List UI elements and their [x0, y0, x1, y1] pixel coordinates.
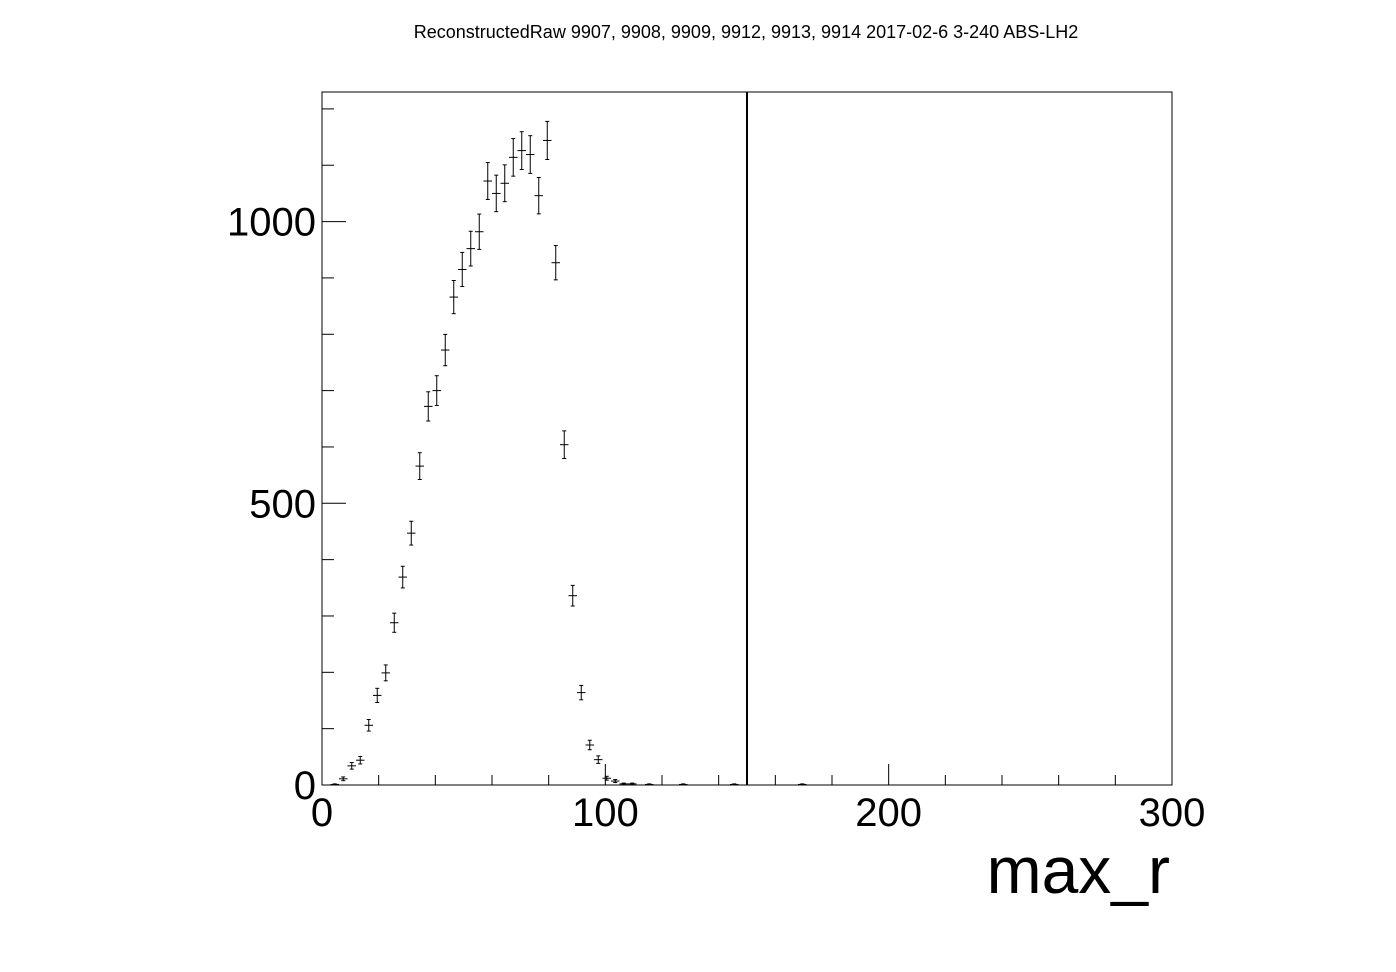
data-point	[364, 718, 373, 732]
data-point	[568, 584, 577, 607]
data-point	[594, 755, 603, 764]
data-point	[517, 131, 526, 171]
data-point	[390, 612, 399, 633]
data-point	[373, 687, 382, 704]
data-point	[449, 280, 458, 315]
y-tick-label: 1000	[227, 201, 316, 245]
data-point	[534, 176, 543, 215]
data-point	[543, 120, 552, 161]
x-tick-label: 300	[1139, 791, 1206, 835]
x-tick-label: 200	[855, 791, 922, 835]
data-point	[619, 782, 628, 786]
data-point	[415, 452, 424, 481]
y-tick-labels: 0 500 1000	[227, 201, 316, 808]
data-point	[628, 782, 637, 786]
data-point	[611, 779, 620, 784]
data-point	[347, 762, 356, 770]
x-tick-label: 0	[311, 791, 333, 835]
x-tick-labels: 0 100 200 300	[311, 791, 1206, 835]
data-point	[645, 783, 654, 786]
data-point	[509, 138, 518, 177]
data-point	[475, 213, 484, 250]
data-points	[330, 120, 807, 786]
data-point	[424, 391, 433, 422]
data-point	[585, 739, 594, 751]
data-point	[441, 333, 450, 367]
data-point	[679, 783, 688, 786]
data-point	[798, 783, 807, 786]
data-point	[458, 251, 467, 288]
y-axis	[322, 108, 346, 786]
data-point	[500, 164, 509, 203]
y-tick-label: 0	[294, 764, 316, 808]
data-point	[492, 174, 501, 213]
data-point	[526, 135, 535, 174]
chart-title: ReconstructedRaw 9907, 9908, 9909, 9912,…	[414, 22, 1078, 42]
data-point	[577, 684, 586, 701]
data-point	[356, 755, 365, 765]
y-tick-label: 500	[249, 482, 316, 526]
x-tick-label: 100	[572, 791, 639, 835]
data-point	[551, 245, 560, 281]
data-point	[560, 430, 569, 460]
data-point	[407, 520, 416, 546]
data-point	[398, 565, 407, 589]
data-point	[466, 230, 475, 267]
data-point	[339, 776, 348, 782]
data-point	[381, 664, 390, 682]
data-point	[432, 375, 441, 407]
data-point	[730, 783, 739, 786]
x-axis-title: max_r	[987, 833, 1170, 907]
data-point	[483, 162, 492, 200]
x-axis	[321, 764, 1173, 785]
data-point	[330, 783, 339, 786]
data-point	[602, 775, 611, 781]
